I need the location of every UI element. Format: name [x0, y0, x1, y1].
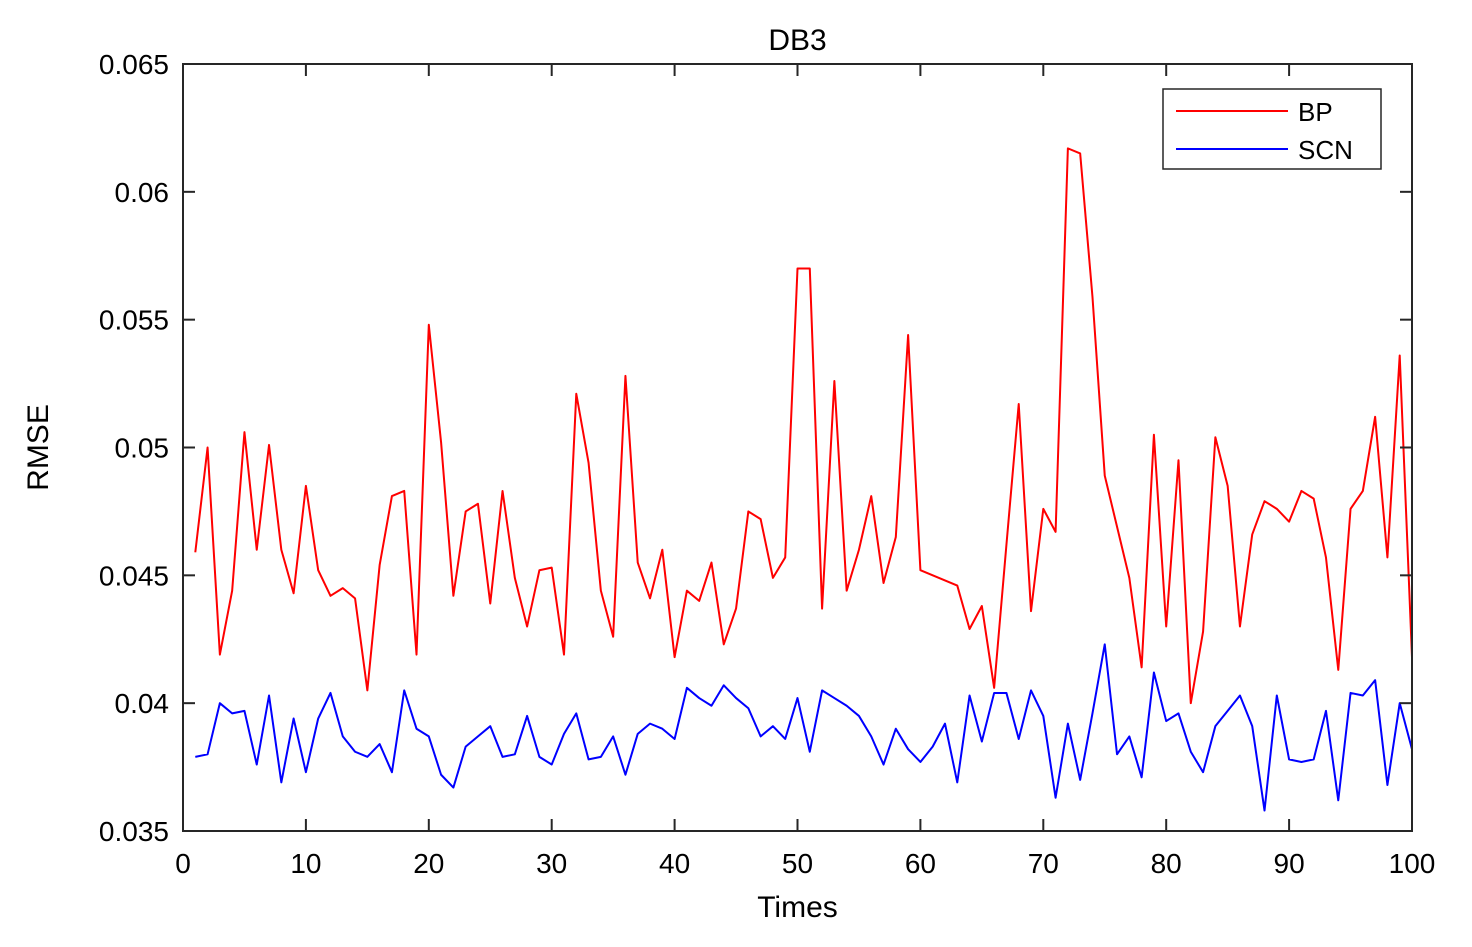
x-tick-label: 100 — [1389, 848, 1436, 879]
series-layer — [194, 147, 1413, 812]
x-tick-label: 80 — [1151, 848, 1182, 879]
y-axis-label: RMSE — [22, 404, 55, 491]
x-axis-label: Times — [757, 891, 838, 924]
x-tick-label: 40 — [659, 848, 690, 879]
plot-area — [183, 64, 1412, 831]
chart-title: DB3 — [768, 24, 826, 57]
y-tick-label: 0.04 — [115, 688, 170, 719]
legend: BP SCN — [1162, 88, 1382, 170]
x-tick-label: 30 — [536, 848, 567, 879]
y-tick-label: 0.065 — [99, 49, 169, 80]
y-tick-label: 0.035 — [99, 816, 169, 847]
series-line-scn — [195, 643, 1413, 812]
plot-frame — [182, 63, 1413, 832]
x-tick-label: 20 — [413, 848, 444, 879]
legend-box — [1162, 88, 1382, 170]
x-tick-label: 60 — [905, 848, 936, 879]
legend-label-bp: BP — [1298, 97, 1333, 127]
tick-layer: 0 10 20 30 40 50 60 70 80 90 100 0.035 0.04 0.045 0.05… — [99, 49, 1435, 879]
x-tick-label: 90 — [1274, 848, 1305, 879]
y-tick-label: 0.055 — [99, 305, 169, 336]
legend-label-scn: SCN — [1298, 135, 1353, 165]
x-tick-label: 70 — [1028, 848, 1059, 879]
x-tick-label: 10 — [290, 848, 321, 879]
y-tick-label: 0.045 — [99, 560, 169, 591]
series-line-bp — [194, 147, 1413, 705]
y-tick-label: 0.05 — [115, 433, 170, 464]
x-tick-label: 0 — [175, 848, 191, 879]
y-tick-label: 0.06 — [115, 177, 170, 208]
x-tick-label: 50 — [782, 848, 813, 879]
